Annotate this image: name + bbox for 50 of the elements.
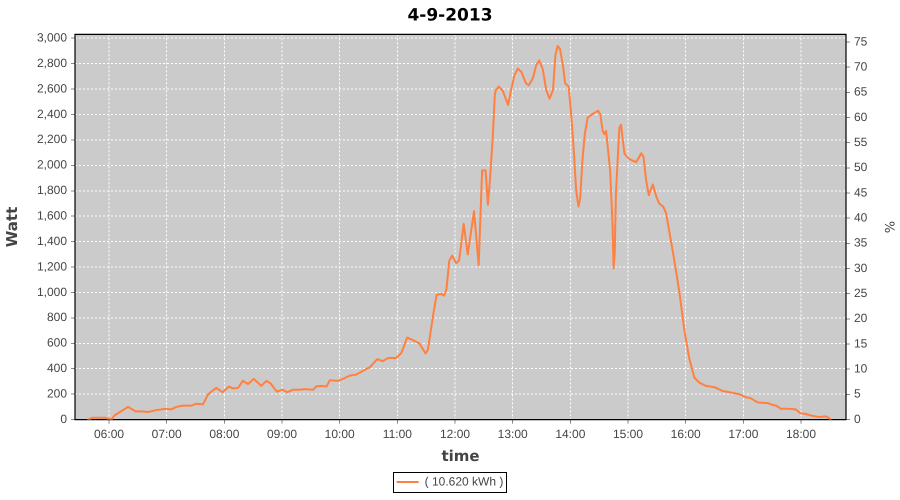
chart-title: 4-9-2013	[407, 6, 493, 26]
y-tick-label: 2,400	[36, 106, 68, 121]
x-tick-label: 17:00	[728, 427, 759, 442]
y-tick-label: 1,400	[36, 234, 68, 248]
x-tick-label: 13:00	[498, 427, 528, 442]
y-tick-label: 600	[46, 336, 68, 350]
x-tick-label: 08:00	[209, 427, 240, 442]
y2-tick-label: 55	[854, 134, 868, 149]
y2-tick-label: 50	[854, 160, 868, 174]
x-tick-label: 14:00	[555, 427, 586, 442]
y-tick-label: 1,600	[36, 208, 68, 223]
y-tick-label: 2,000	[36, 158, 68, 172]
y2-tick-label: 45	[854, 185, 868, 200]
x-tick-label: 15:00	[613, 427, 644, 442]
y2-tick-label: 75	[854, 34, 868, 48]
x-tick-label: 12:00	[440, 427, 470, 442]
y-tick-label: 1,000	[36, 284, 68, 299]
x-tick-label: 11:00	[382, 427, 412, 442]
y-axis-title: Watt	[2, 206, 21, 248]
y-tick-label: 2,600	[36, 81, 68, 96]
y2-tick-label: 70	[854, 59, 868, 74]
y2-tick-label: 60	[854, 110, 868, 124]
y-tick-label: 3,000	[36, 30, 68, 45]
y-tick-label: 1,200	[36, 259, 68, 274]
y2-tick-label: 35	[854, 236, 868, 250]
x-axis-title: time	[441, 446, 480, 465]
y-tick-label: 2,800	[36, 56, 68, 70]
x-tick-label: 16:00	[670, 427, 702, 442]
x-tick-label: 18:00	[786, 427, 816, 442]
x-tick-label: 06:00	[94, 427, 124, 442]
y2-tick-label: 40	[854, 210, 868, 224]
x-tick-label: 07:00	[152, 427, 182, 442]
y2-tick-label: 0	[854, 412, 861, 426]
y2-tick-label: 5	[854, 386, 861, 401]
legend-label: ( 10.620 kWh )	[424, 474, 504, 488]
y2-tick-label: 10	[854, 362, 868, 376]
y2-tick-label: 15	[854, 336, 868, 350]
y2-axis-title: %	[880, 220, 896, 234]
y-tick-label: 200	[46, 386, 68, 400]
x-tick-label: 10:00	[324, 427, 356, 442]
y2-tick-label: 20	[854, 311, 868, 326]
y-tick-label: 2,200	[36, 132, 68, 146]
y-tick-label: 0	[60, 412, 68, 426]
y-tick-label: 800	[46, 310, 68, 324]
y-tick-label: 400	[46, 361, 68, 376]
y2-tick-label: 25	[854, 286, 868, 300]
y2-tick-label: 30	[854, 260, 868, 275]
y-tick-label: 1,800	[36, 183, 68, 198]
x-tick-label: 09:00	[267, 427, 298, 442]
y2-tick-label: 65	[854, 84, 868, 99]
